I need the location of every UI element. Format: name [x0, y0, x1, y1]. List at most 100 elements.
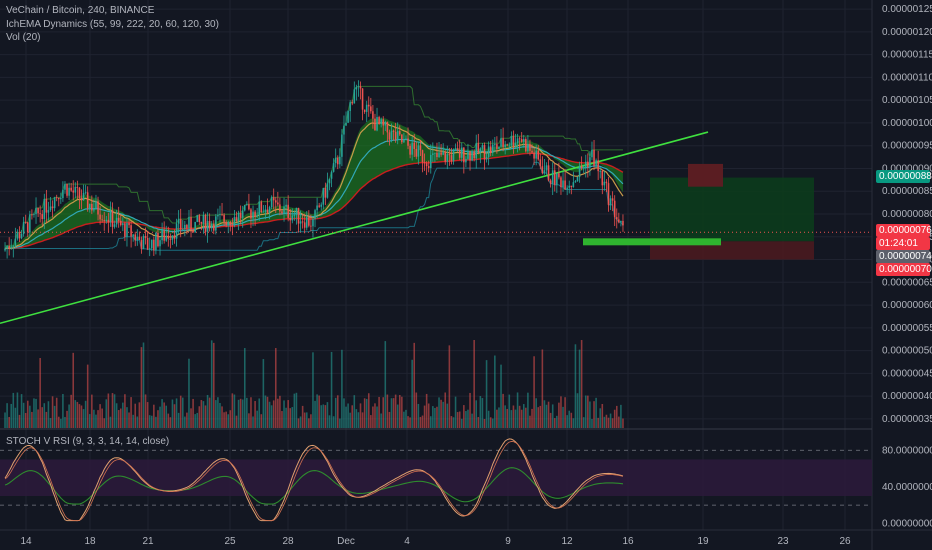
- candle-body: [206, 221, 209, 232]
- stoch-rsi-indicator-label[interactable]: STOCH V RSI (9, 3, 3, 14, 14, close): [6, 436, 170, 447]
- volume-bar: [475, 400, 478, 428]
- candle-body: [432, 153, 434, 155]
- volume-bar: [64, 416, 66, 428]
- candle-body: [138, 236, 141, 241]
- volume-bar: [357, 412, 360, 428]
- candle-body: [264, 209, 267, 212]
- volume-bar: [181, 397, 184, 428]
- candle-body: [407, 138, 409, 146]
- candle-body: [140, 240, 143, 249]
- volume-bar: [339, 418, 341, 428]
- candle-body: [531, 150, 533, 153]
- volume-bar: [26, 400, 29, 428]
- candle-body: [41, 214, 44, 220]
- volume-bar: [138, 402, 141, 428]
- candle-body: [246, 204, 248, 206]
- position-profit-zone: [650, 177, 814, 242]
- candle-body: [8, 246, 10, 248]
- candle-body: [146, 238, 149, 250]
- volume-bar: [285, 407, 287, 428]
- volume-bar: [413, 342, 416, 428]
- volume-bar: [78, 404, 81, 428]
- volume-bar: [57, 416, 60, 428]
- candle-body: [423, 162, 426, 164]
- volume-bar: [117, 410, 120, 428]
- candle-body: [314, 210, 316, 220]
- candle-body: [460, 147, 463, 158]
- volume-bar: [136, 416, 139, 428]
- volume-bar: [150, 415, 153, 428]
- volume-indicator-label[interactable]: Vol (20): [6, 32, 41, 43]
- candle-body: [361, 88, 364, 110]
- candle-body: [584, 161, 587, 168]
- candle-body: [380, 119, 382, 125]
- volume-bar: [20, 394, 23, 428]
- volume-bar: [326, 402, 329, 428]
- candle-body: [237, 213, 240, 222]
- candle-body: [153, 239, 155, 251]
- candle-body: [487, 146, 490, 157]
- candle-body: [572, 182, 575, 188]
- candle-body: [312, 219, 314, 227]
- candle-body: [208, 221, 211, 229]
- candle-body: [496, 144, 498, 149]
- candle-body: [611, 198, 614, 201]
- candle-body: [326, 183, 329, 198]
- y-tick-label: 0.00000105: [882, 95, 932, 106]
- volume-bar: [235, 415, 238, 428]
- volume-bar: [134, 403, 137, 428]
- volume-bar: [603, 416, 606, 428]
- ichema-indicator-label[interactable]: IchEMA Dynamics (55, 99, 222, 20, 60, 12…: [6, 19, 219, 30]
- candle-body: [415, 148, 418, 157]
- volume-bar: [113, 394, 116, 428]
- volume-bar: [576, 393, 579, 428]
- candle-body: [161, 230, 163, 241]
- volume-bar: [119, 408, 122, 428]
- y-tick-label: 0.00000085: [882, 186, 932, 197]
- volume-bar: [86, 364, 89, 428]
- volume-bar: [467, 409, 469, 428]
- volume-bar: [264, 395, 267, 428]
- volume-bar: [39, 358, 41, 428]
- volume-bar: [564, 397, 566, 428]
- volume-bar: [390, 398, 393, 428]
- volume-bar: [165, 405, 168, 428]
- volume-bar: [529, 415, 531, 428]
- candle-body: [289, 217, 292, 221]
- volume-bar: [543, 400, 546, 428]
- candle-body: [438, 152, 440, 158]
- candle-body: [533, 152, 535, 159]
- candle-body: [541, 166, 544, 174]
- volume-bar: [68, 404, 70, 428]
- candle-body: [10, 246, 13, 248]
- candle-body: [467, 151, 469, 159]
- volume-bar: [589, 401, 591, 428]
- volume-bar: [423, 405, 426, 428]
- volume-bar: [601, 403, 604, 428]
- candle-body: [355, 87, 358, 90]
- volume-bar: [417, 403, 420, 428]
- candle-body: [82, 192, 85, 201]
- candle-body: [74, 186, 77, 193]
- candle-body: [37, 207, 39, 214]
- volume-bar: [382, 397, 385, 428]
- volume-bar: [49, 418, 52, 428]
- volume-bar: [473, 340, 475, 428]
- volume-bar: [237, 399, 240, 428]
- volume-bar: [99, 404, 101, 428]
- candle-body: [297, 207, 300, 224]
- volume-bar: [349, 412, 351, 428]
- candle-body: [148, 248, 151, 250]
- volume-bar: [407, 416, 409, 428]
- volume-bar: [225, 411, 227, 428]
- volume-bar: [268, 401, 271, 428]
- volume-bar: [70, 394, 72, 428]
- candle-body: [392, 130, 395, 132]
- candle-body: [473, 151, 475, 159]
- volume-bar: [82, 409, 85, 428]
- rsi-tick-label: 40.00000000: [882, 482, 932, 493]
- candle-body: [343, 125, 345, 135]
- candle-body: [97, 201, 99, 215]
